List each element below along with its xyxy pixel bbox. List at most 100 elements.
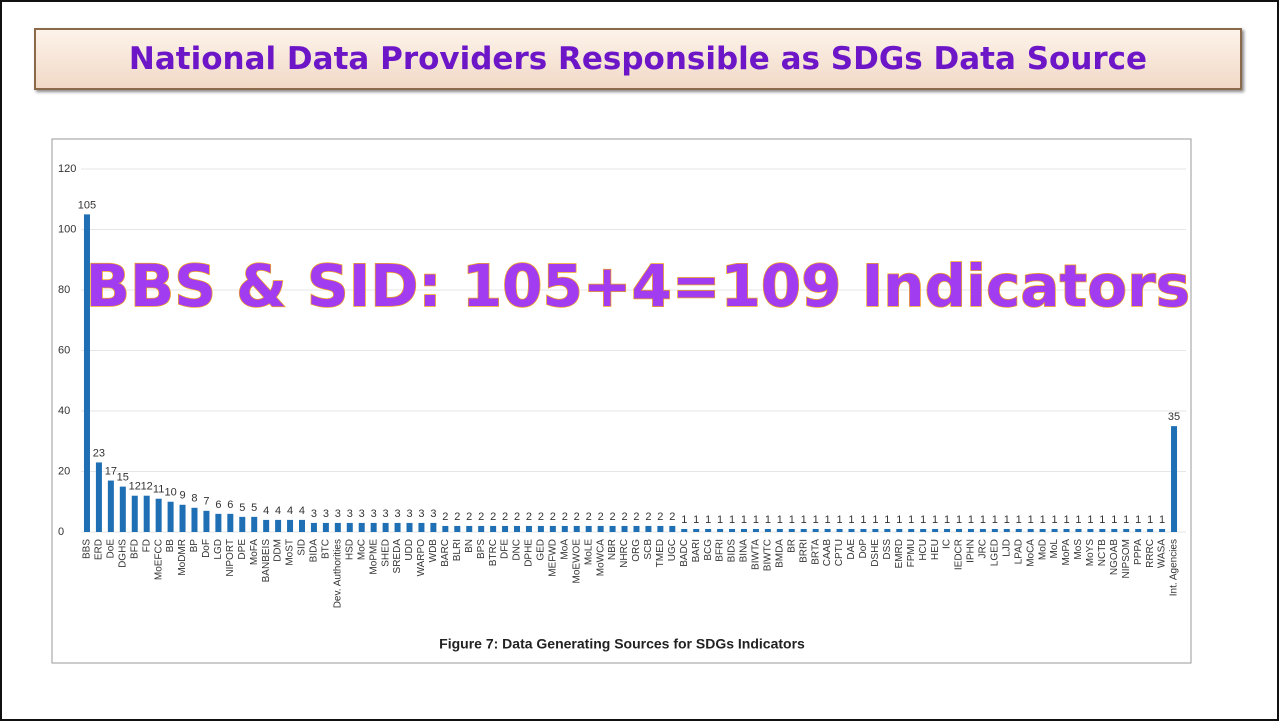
bar: [585, 525, 592, 532]
bar: [454, 525, 461, 532]
x-tick-label: IPHN: [966, 539, 977, 563]
bar: [1111, 528, 1118, 532]
y-tick-label: 40: [58, 405, 70, 417]
x-tick-label: CAAB: [822, 539, 833, 567]
data-label: 2: [478, 511, 484, 523]
bar: [466, 525, 473, 532]
data-label: 1: [741, 514, 747, 526]
data-label: 1: [1063, 514, 1069, 526]
data-label: 2: [490, 511, 496, 523]
bar: [920, 528, 927, 532]
x-tick-label: DNC: [512, 539, 523, 561]
bar: [107, 480, 114, 532]
bar: [561, 525, 568, 532]
x-tick-label: NCTB: [1097, 539, 1108, 567]
bar: [657, 525, 664, 532]
bar: [1171, 426, 1178, 532]
x-tick-label: BRRI: [798, 539, 809, 563]
data-label: 105: [78, 199, 96, 211]
x-tick-label: DSS: [882, 539, 893, 560]
x-tick-label: IEDCR: [954, 539, 965, 570]
data-label: 2: [633, 511, 639, 523]
data-label: 1: [717, 514, 723, 526]
bar: [418, 522, 425, 532]
bar: [1075, 528, 1082, 532]
bar: [227, 513, 234, 532]
x-tick-label: MoD: [1037, 539, 1048, 560]
x-tick-label: LGED: [989, 539, 1000, 566]
bar: [573, 525, 580, 532]
x-tick-label: BB: [165, 539, 176, 553]
data-label: 1: [1028, 514, 1034, 526]
bar: [1123, 528, 1130, 532]
slide-title: National Data Providers Responsible as S…: [34, 28, 1242, 90]
data-label: 2: [442, 511, 448, 523]
x-tick-label: SREDA: [392, 539, 403, 574]
bar: [979, 528, 986, 532]
x-tick-label: NBR: [607, 539, 618, 560]
bar: [681, 528, 688, 532]
data-label: 2: [621, 511, 627, 523]
x-tick-label: MoLE: [583, 539, 594, 565]
data-label: 2: [610, 511, 616, 523]
data-label: 1: [813, 514, 819, 526]
data-label: 5: [251, 502, 257, 514]
x-tick-label: DDM: [273, 539, 284, 562]
chart-frame: [51, 138, 1192, 664]
data-label: 6: [215, 499, 221, 511]
data-label: 1: [896, 514, 902, 526]
bar: [131, 495, 138, 532]
data-label: 12: [129, 481, 141, 493]
bar: [143, 495, 150, 532]
x-tick-label: PPPA: [1133, 539, 1144, 565]
x-tick-label: MoCA: [1025, 539, 1036, 567]
bar: [752, 528, 759, 532]
x-tick-label: BR: [786, 539, 797, 553]
data-label: 1: [836, 514, 842, 526]
bar: [95, 462, 102, 532]
x-tick-label: MoFA: [249, 539, 260, 565]
y-tick-label: 80: [58, 284, 70, 296]
data-label: 3: [335, 508, 341, 520]
bar: [239, 516, 246, 532]
x-tick-label: RRRC: [1145, 539, 1156, 568]
bar: [597, 525, 604, 532]
bar: [956, 528, 963, 532]
data-label: 2: [669, 511, 675, 523]
x-tick-label: UGC: [667, 539, 678, 561]
bar: [334, 522, 341, 532]
data-label: 3: [371, 508, 377, 520]
data-label: 9: [179, 490, 185, 502]
bar: [1099, 528, 1106, 532]
bar: [430, 522, 437, 532]
x-tick-label: DoF: [201, 539, 212, 558]
data-label: 1: [753, 514, 759, 526]
data-label: 2: [550, 511, 556, 523]
bar: [525, 525, 532, 532]
x-tick-label: DoP: [858, 539, 869, 559]
bar: [1003, 528, 1010, 532]
data-label: 1: [920, 514, 926, 526]
x-tick-label: WDB: [428, 539, 439, 563]
y-tick-label: 100: [58, 223, 76, 235]
data-label: 1: [801, 514, 807, 526]
annotation: BBS & SID: 105+4=109 Indicators: [86, 252, 1190, 320]
x-tick-label: BPS: [476, 539, 487, 559]
x-tick-label: BTRC: [488, 539, 499, 566]
data-label: 4: [287, 505, 293, 517]
data-label: 1: [884, 514, 890, 526]
data-label: 1: [765, 514, 771, 526]
x-tick-label: NGOAB: [1109, 539, 1120, 575]
bar: [729, 528, 736, 532]
bar: [1147, 528, 1154, 532]
x-tick-label: FD: [141, 539, 152, 552]
x-tick-label: MoST: [285, 539, 296, 566]
chart-title: Figure 7: Data Generating Sources for SD…: [439, 636, 805, 652]
bar: [872, 528, 879, 532]
x-tick-label: WARPO: [416, 539, 427, 577]
data-label: 1: [1040, 514, 1046, 526]
x-tick-label: BMDA: [774, 539, 785, 568]
bar: [788, 528, 795, 532]
x-tick-label: HCU: [918, 539, 929, 561]
